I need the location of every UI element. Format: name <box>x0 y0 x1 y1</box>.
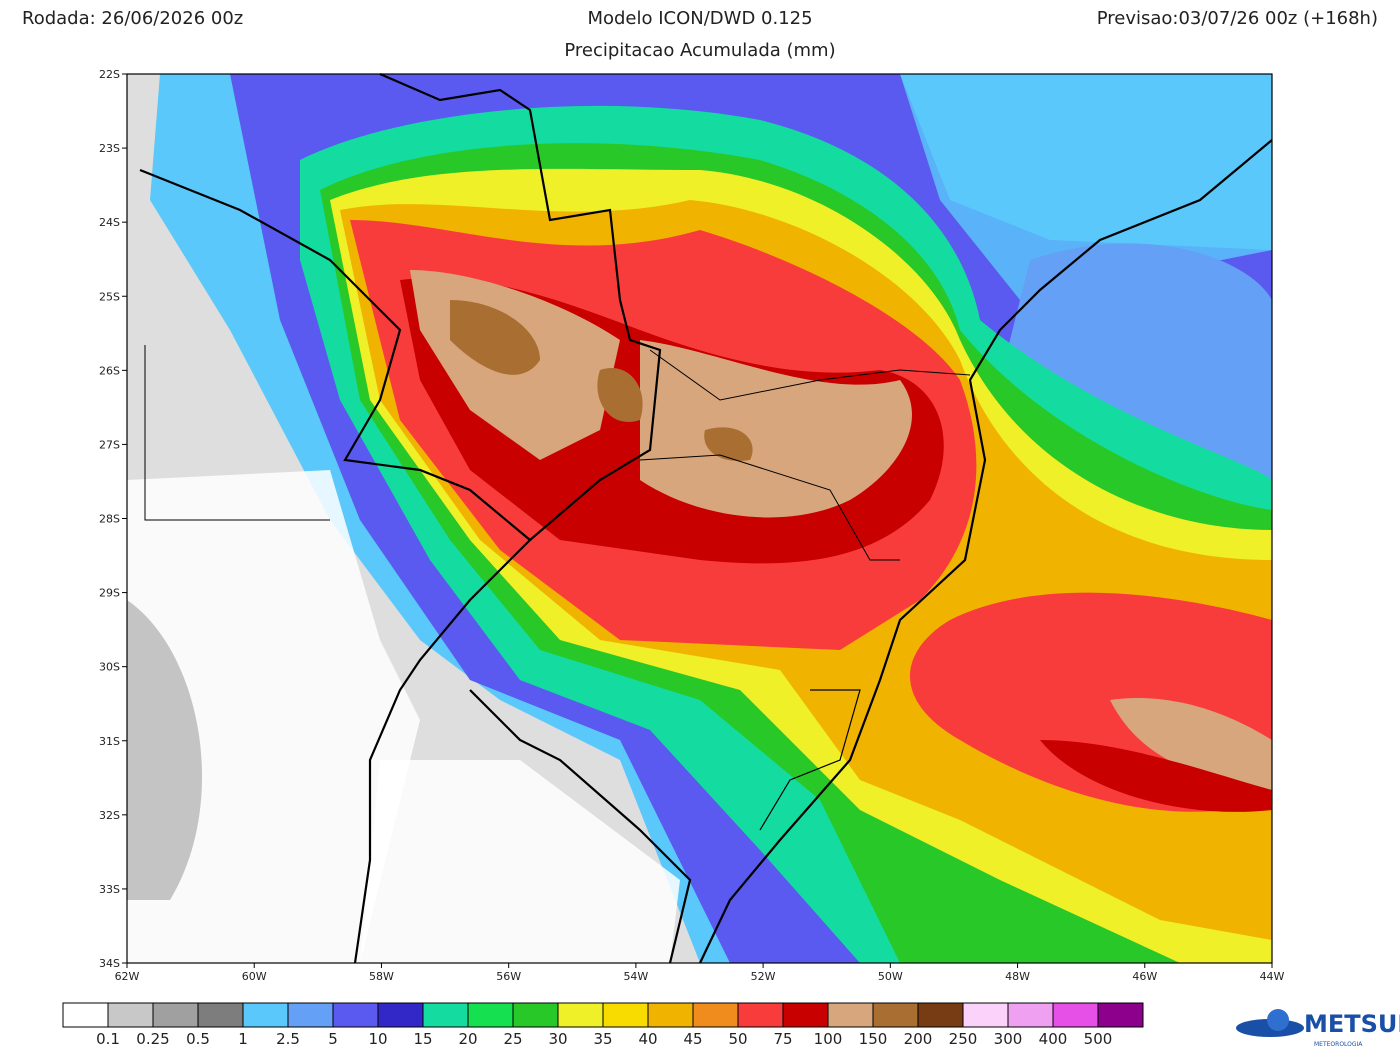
legend-swatch <box>917 1002 964 1028</box>
legend-swatch <box>107 1002 154 1028</box>
lon-label: 52W <box>751 970 776 983</box>
lat-label: 23S <box>99 142 120 155</box>
legend-swatch <box>782 1002 829 1028</box>
legend-swatch <box>602 1002 649 1028</box>
lat-label: 24S <box>99 216 120 229</box>
legend-swatch <box>737 1002 784 1028</box>
legend-swatch <box>332 1002 379 1028</box>
legend-label: 400 <box>1039 1030 1068 1048</box>
legend-label: 50 <box>728 1030 747 1048</box>
lat-label: 25S <box>99 290 120 303</box>
legend-label: 30 <box>548 1030 567 1048</box>
lon-label: 58W <box>369 970 394 983</box>
lat-label: 28S <box>99 513 120 526</box>
legend-swatch <box>557 1002 604 1028</box>
legend-swatch <box>827 1002 874 1028</box>
legend-label: 15 <box>413 1030 432 1048</box>
legend-label: 45 <box>683 1030 702 1048</box>
legend-swatch <box>962 1002 1009 1028</box>
legend-label: 1 <box>238 1030 248 1048</box>
lat-label: 32S <box>99 809 120 822</box>
legend-swatch <box>242 1002 289 1028</box>
lon-label: 62W <box>115 970 140 983</box>
legend-swatch <box>467 1002 514 1028</box>
legend-label: 150 <box>859 1030 888 1048</box>
forecast-label: Previsao:03/07/26 00z (+168h) <box>1097 8 1378 29</box>
lon-label: 60W <box>242 970 267 983</box>
legend-label: 100 <box>814 1030 843 1048</box>
legend-label: 2.5 <box>276 1030 300 1048</box>
legend-swatch <box>62 1002 109 1028</box>
run-label: Rodada: 26/06/2026 00z <box>22 8 243 29</box>
legend-label: 250 <box>949 1030 978 1048</box>
legend-label: 300 <box>994 1030 1023 1048</box>
lon-label: 48W <box>1005 970 1030 983</box>
legend-label: 200 <box>904 1030 933 1048</box>
legend-swatch <box>152 1002 199 1028</box>
legend-label: 0.25 <box>136 1030 169 1048</box>
color-legend: 0.1 0.25 0.5 1 2.5 5 10 15 20 25 30 35 40 45 50 75 100 15… <box>62 1002 1144 1048</box>
precip-field <box>127 74 1272 963</box>
model-label: Modelo ICON/DWD 0.125 <box>587 8 812 29</box>
legend-swatch <box>647 1002 694 1028</box>
lat-label: 31S <box>99 735 120 748</box>
legend-swatch <box>287 1002 334 1028</box>
axis-ticks: 22S23S24S25S26S27S28S29S30S31S32S33S34S6… <box>99 68 1285 983</box>
legend-label: 25 <box>503 1030 522 1048</box>
lon-label: 46W <box>1132 970 1157 983</box>
legend-label: 0.5 <box>186 1030 210 1048</box>
legend-swatch <box>422 1002 469 1028</box>
legend-label: 10 <box>368 1030 387 1048</box>
lon-label: 54W <box>623 970 648 983</box>
lat-label: 27S <box>99 438 120 451</box>
logo-name: METSUL <box>1304 1010 1400 1038</box>
legend-swatch <box>1007 1002 1054 1028</box>
legend-swatch <box>872 1002 919 1028</box>
subtitle: Precipitacao Acumulada (mm) <box>564 40 835 61</box>
legend-label: 40 <box>638 1030 657 1048</box>
legend-label: 35 <box>593 1030 612 1048</box>
borders <box>139 72 1273 964</box>
legend-label: 500 <box>1084 1030 1113 1048</box>
lat-label: 26S <box>99 364 120 377</box>
lat-label: 22S <box>99 68 120 81</box>
legend-label: 20 <box>458 1030 477 1048</box>
lon-label: 50W <box>878 970 903 983</box>
legend-swatch <box>1052 1002 1099 1028</box>
lat-label: 34S <box>99 957 120 970</box>
legend-label: 0.1 <box>96 1030 120 1048</box>
lon-label: 56W <box>496 970 521 983</box>
legend-swatch <box>1097 1002 1144 1028</box>
legend-label: 75 <box>773 1030 792 1048</box>
legend-label: 5 <box>328 1030 338 1048</box>
lon-label: 44W <box>1260 970 1285 983</box>
lat-label: 30S <box>99 661 120 674</box>
lat-label: 29S <box>99 587 120 600</box>
legend-swatch <box>377 1002 424 1028</box>
legend-swatch <box>197 1002 244 1028</box>
legend-swatch <box>692 1002 739 1028</box>
logo: METSUL METEOROLOGIA <box>1236 1009 1400 1048</box>
logo-tagline: METEOROLOGIA <box>1314 1041 1363 1048</box>
lat-label: 33S <box>99 883 120 896</box>
legend-swatch <box>512 1002 559 1028</box>
